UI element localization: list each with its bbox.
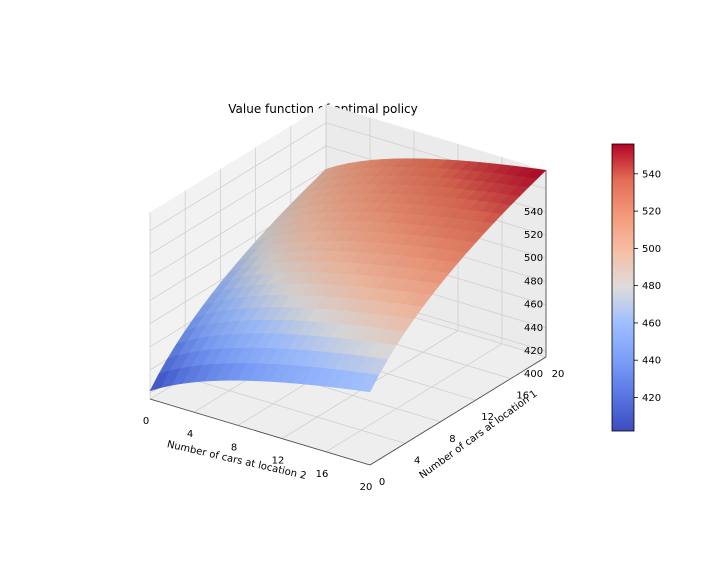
x-axis-line bbox=[149, 398, 371, 466]
grid-line-z-left bbox=[149, 122, 327, 232]
grid-line-z-left bbox=[149, 168, 327, 278]
colorbar-ticks: 420 440 460 480 500 520 540 bbox=[634, 169, 661, 404]
y-axis-line bbox=[369, 356, 547, 466]
grid-line-y-floor bbox=[185, 377, 406, 444]
colorbar-tick-label: 540 bbox=[642, 169, 661, 180]
z-tick-label: 460 bbox=[524, 300, 543, 311]
y-tick-label: 0 bbox=[379, 477, 385, 488]
z-tick-label: 480 bbox=[524, 276, 543, 287]
colorbar-tick-label: 480 bbox=[642, 281, 661, 292]
colorbar: 420 440 460 480 500 520 540 bbox=[611, 143, 661, 432]
x-tick-label: 8 bbox=[231, 442, 237, 453]
x-tick-label: 12 bbox=[272, 456, 285, 467]
surface-facet bbox=[358, 373, 380, 393]
y-tick-label: 12 bbox=[481, 412, 494, 423]
colorbar-tick-label: 500 bbox=[642, 244, 661, 255]
y-tick-label: 20 bbox=[552, 369, 565, 380]
x-tick-label: 20 bbox=[360, 482, 373, 493]
surface-plot bbox=[149, 158, 547, 393]
x-tick-label: 0 bbox=[143, 416, 149, 427]
y-tick-label: 4 bbox=[414, 455, 420, 466]
colorbar-tick-label: 520 bbox=[642, 207, 661, 218]
y-tick-label: 16 bbox=[516, 391, 529, 402]
z-tick-label: 400 bbox=[524, 369, 543, 380]
x-tick-label: 4 bbox=[187, 429, 193, 440]
x-tick-label: 16 bbox=[316, 469, 329, 480]
y-tick-label: 8 bbox=[449, 434, 455, 445]
z-tick-label: 540 bbox=[524, 207, 543, 218]
z-tick-label: 520 bbox=[524, 230, 543, 241]
colorbar-gradient bbox=[611, 143, 635, 432]
grid-line-z-left bbox=[149, 145, 327, 255]
grid-line-x-floor bbox=[325, 343, 503, 453]
colorbar-tick-label: 420 bbox=[642, 393, 661, 404]
axis-ticks: 0 4 8 12 16 20 0 4 8 12 16 20 400 420 440 460 480 500 520 5… bbox=[143, 207, 565, 493]
colorbar-tick-label: 460 bbox=[642, 318, 661, 329]
colorbar-tick-label: 440 bbox=[642, 356, 661, 367]
z-tick-label: 500 bbox=[524, 253, 543, 264]
z-tick-label: 440 bbox=[524, 323, 543, 334]
z-tick-label: 420 bbox=[524, 346, 543, 357]
